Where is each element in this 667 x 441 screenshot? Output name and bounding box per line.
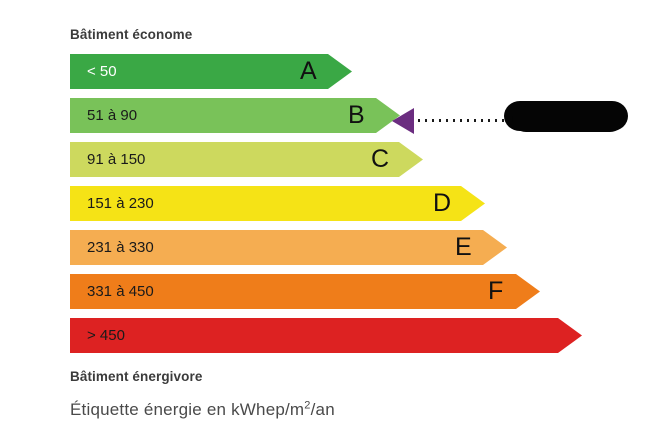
bar-arrow-shape <box>70 142 423 177</box>
bar-arrow-shape <box>70 230 507 265</box>
unit-exponent: 2 <box>304 399 311 412</box>
bar-arrow-shape <box>70 98 400 133</box>
bar-range-label: 231 à 330 <box>87 239 154 256</box>
bar-arrow-shape <box>70 318 582 353</box>
bar-range-label: > 450 <box>87 327 125 344</box>
bar-arrow-shape <box>70 274 540 309</box>
bar-arrow-shape <box>70 54 352 89</box>
bar-grade-letter: C <box>371 145 390 173</box>
caption-economical-building: Bâtiment économe <box>70 27 193 42</box>
caption-energy-intensive-building: Bâtiment énergivore <box>70 369 203 384</box>
bar-range-label: 51 à 90 <box>87 107 138 124</box>
redacted-value-blob <box>504 101 628 132</box>
energy-class-bar-e: 231 à 330 E <box>70 230 507 265</box>
rating-leader-dotted-line <box>418 119 508 122</box>
energy-class-bar-g: > 450 <box>70 318 582 353</box>
bar-grade-letter: F <box>488 277 504 305</box>
unit-text-before: Étiquette énergie en kWhep/m <box>70 400 305 419</box>
caption-energy-unit: Étiquette énergie en kWhep/m2/an <box>70 400 335 420</box>
energy-class-bar-b: 51 à 90 B <box>70 98 400 133</box>
energy-class-bar-a: < 50 A <box>70 54 352 89</box>
bar-grade-letter: E <box>455 233 472 261</box>
energy-class-bar-c: 91 à 150 C <box>70 142 423 177</box>
bar-arrow-shape <box>70 186 485 221</box>
bar-grade-letter: A <box>300 57 317 85</box>
bar-range-label: 331 à 450 <box>87 283 154 300</box>
bar-range-label: < 50 <box>87 63 117 80</box>
bar-grade-letter: D <box>433 189 452 217</box>
bar-range-label: 151 à 230 <box>87 195 154 212</box>
energy-class-bar-f: 331 à 450 F <box>70 274 540 309</box>
bar-grade-letter: B <box>348 101 365 129</box>
energy-class-bar-d: 151 à 230 D <box>70 186 485 221</box>
unit-text-after: /an <box>310 400 335 419</box>
bar-range-label: 91 à 150 <box>87 151 146 168</box>
